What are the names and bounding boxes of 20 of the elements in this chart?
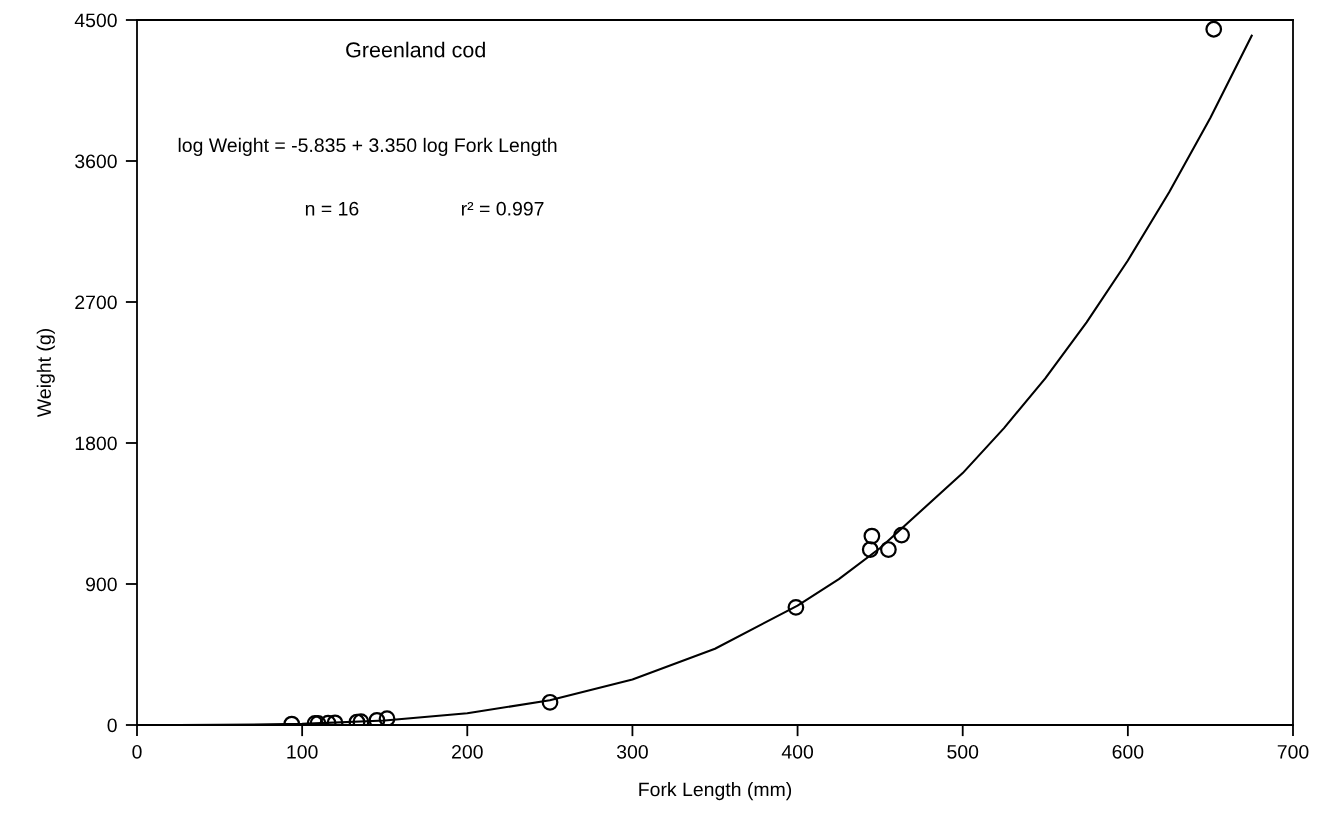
x-tick-label: 500 [947,744,979,759]
x-axis-title: Fork Length (mm) [639,782,792,801]
y-tick-label: 1800 [75,436,117,451]
x-tick-label: 200 [452,744,483,759]
y-tick-label: 3600 [75,154,117,169]
x-tick-label: 600 [1112,744,1144,759]
annotation: log Weight = -5.835 + 3.350 log Fork Length [178,137,557,156]
y-tick-label: 4500 [74,13,117,28]
annotation: n = 16 [305,201,359,216]
y-tick-label: 900 [86,577,117,592]
y-tick-label: 2700 [75,295,117,310]
x-tick-label: 700 [1277,744,1309,759]
x-tick-label: 300 [616,744,648,759]
annotation: Greenland cod [346,41,485,58]
y-tick-label: 0 [107,718,117,733]
x-tick-label: 100 [287,744,318,759]
x-tick-label: 400 [781,744,814,759]
annotation: r² = 0.997 [461,201,544,216]
y-axis-title: Weight (g) [36,329,55,418]
x-tick-label: 0 [132,744,142,759]
